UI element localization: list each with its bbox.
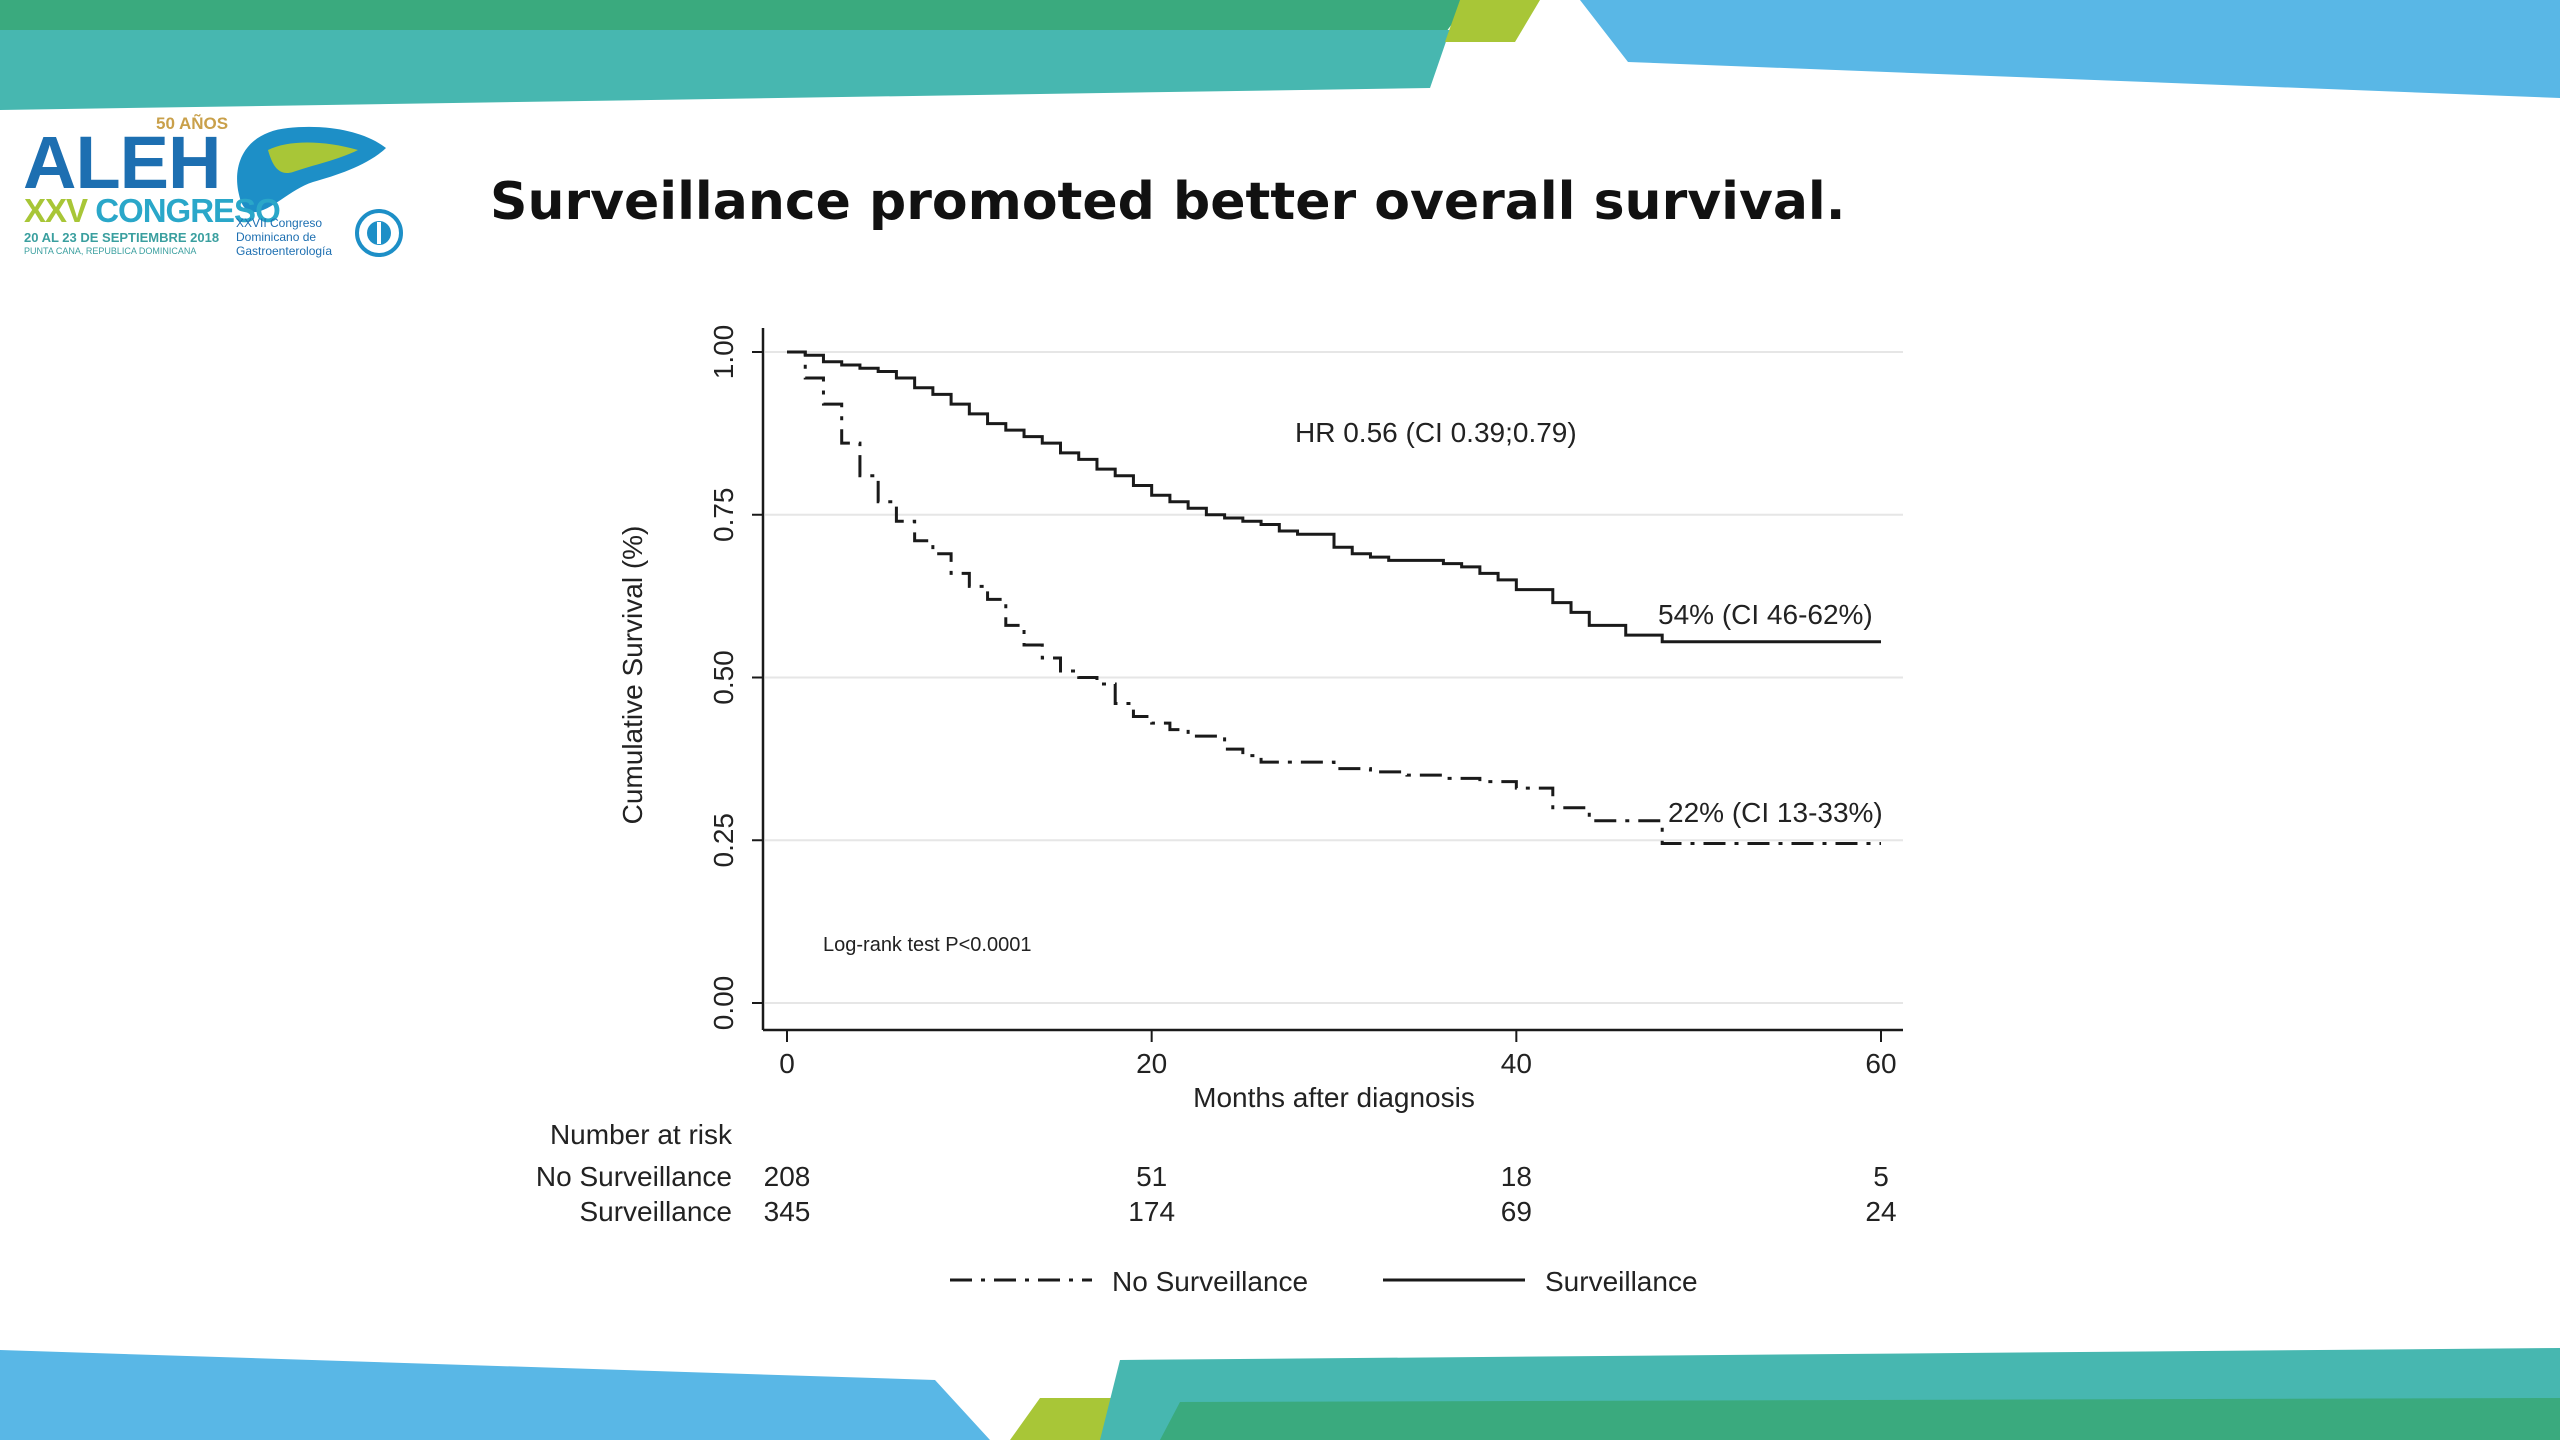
bottom-banner-blue bbox=[0, 1350, 990, 1440]
series-layer bbox=[787, 350, 1881, 846]
risk-value-r1-c3: 24 bbox=[1865, 1196, 1896, 1227]
x-tick-label-2: 40 bbox=[1501, 1048, 1532, 1079]
top-banner-teal bbox=[0, 30, 1450, 110]
bottom-banner bbox=[0, 1348, 2560, 1440]
y-tick-label-3: 0.75 bbox=[708, 488, 739, 543]
x-tick-label-1: 20 bbox=[1136, 1048, 1167, 1079]
y-tick-label-2: 0.50 bbox=[708, 650, 739, 705]
y-tick-label-1: 0.25 bbox=[708, 813, 739, 868]
risk-value-r0-c0: 208 bbox=[764, 1161, 811, 1192]
logo-xxv: XXV bbox=[24, 192, 88, 229]
risk-value-r1-c1: 174 bbox=[1128, 1196, 1175, 1227]
logo-sub-line1: XXVII Congreso bbox=[236, 216, 323, 230]
logo-congreso: XXV CONGRESO bbox=[24, 192, 281, 230]
grid-layer bbox=[765, 351, 1903, 1004]
logo-dates: 20 AL 23 DE SEPTIEMBRE 2018 bbox=[24, 230, 220, 245]
risk-value-r1-c0: 345 bbox=[764, 1196, 811, 1227]
seal-icon bbox=[355, 209, 403, 257]
hr-annotation: HR 0.56 (CI 0.39;0.79) bbox=[1295, 417, 1577, 448]
legend: No Surveillance Surveillance bbox=[950, 1266, 1698, 1297]
bottom-banner-green bbox=[1160, 1398, 2560, 1440]
y-tick-label-0: 0.00 bbox=[708, 976, 739, 1031]
logrank-annotation: Log-rank test P<0.0001 bbox=[823, 934, 1031, 956]
risk-value-r0-c1: 51 bbox=[1136, 1161, 1167, 1192]
bottom-banner-lime bbox=[1010, 1398, 1125, 1440]
risk-values: 208 51 18 5 345 174 69 24 bbox=[764, 1161, 1897, 1227]
y-tick-label-4: 1.00 bbox=[708, 325, 739, 380]
risk-table-title: Number at risk bbox=[550, 1119, 733, 1150]
risk-value-r0-c3: 5 bbox=[1873, 1161, 1889, 1192]
risk-value-r0-c2: 18 bbox=[1501, 1161, 1532, 1192]
risk-row-label-surveillance: Surveillance bbox=[579, 1196, 732, 1227]
series-line-no-surveillance bbox=[787, 350, 1881, 846]
congress-logo: 50 AÑOS ALEH XXV CONGRESO 20 AL 23 DE SE… bbox=[18, 112, 418, 262]
logo-sub-line2: Dominicano de bbox=[236, 230, 317, 244]
logo-anos: 50 AÑOS bbox=[156, 114, 229, 133]
x-tick-label-3: 60 bbox=[1865, 1048, 1896, 1079]
tick-layer: 0.00 0.25 0.50 0.75 1.00 0 20 40 60 bbox=[708, 325, 1897, 1079]
no-surveillance-end-annotation: 22% (CI 13-33%) bbox=[1668, 797, 1883, 828]
legend-label-no-surveillance: No Surveillance bbox=[1112, 1266, 1308, 1297]
x-axis-label: Months after diagnosis bbox=[1193, 1082, 1475, 1113]
x-tick-label-0: 0 bbox=[779, 1048, 795, 1079]
risk-value-r1-c2: 69 bbox=[1501, 1196, 1532, 1227]
logo-sub-line3: Gastroenterología bbox=[236, 244, 333, 258]
risk-row-label-no-surveillance: No Surveillance bbox=[536, 1161, 732, 1192]
top-banner-lime bbox=[1445, 0, 1540, 42]
logo-place: PUNTA CANA, REPUBLICA DOMINICANA bbox=[24, 246, 197, 256]
logo-congreso-word: CONGRESO bbox=[95, 192, 281, 229]
surveillance-end-annotation: 54% (CI 46-62%) bbox=[1658, 599, 1873, 630]
liver-map-icon bbox=[237, 126, 386, 213]
legend-label-surveillance: Surveillance bbox=[1545, 1266, 1698, 1297]
y-axis-label: Cumulative Survival (%) bbox=[617, 526, 648, 825]
logo-aleh: ALEH bbox=[23, 121, 221, 204]
top-banner-blue bbox=[1580, 0, 2560, 98]
slide-title: Surveillance promoted better overall sur… bbox=[490, 172, 1846, 232]
top-banner bbox=[0, 0, 2560, 110]
logo-subtitle: XXVII Congreso Dominicano de Gastroenter… bbox=[236, 216, 332, 258]
series-line-surveillance bbox=[787, 350, 1881, 644]
